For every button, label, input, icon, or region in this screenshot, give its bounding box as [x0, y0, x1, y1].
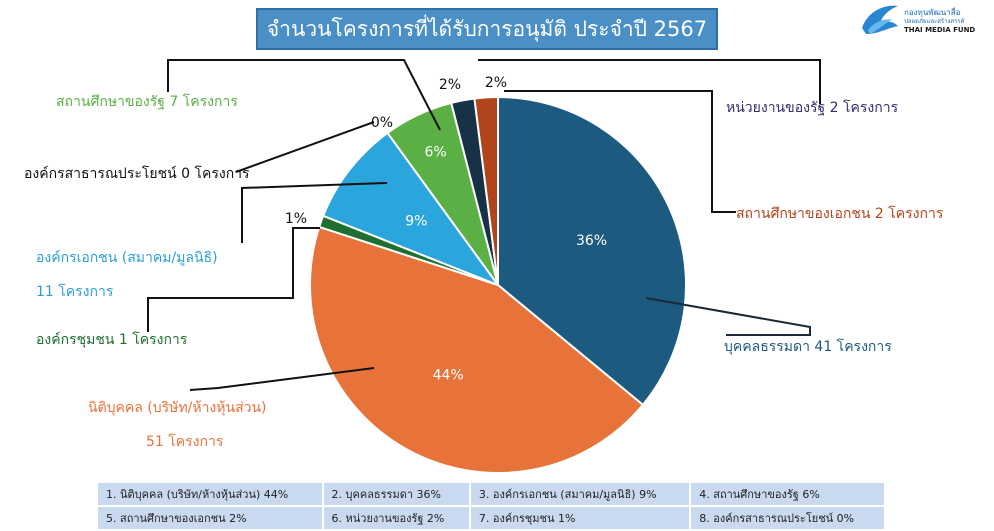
pie-chart: 36% บุคคลธรรมดา 41 โครงการ 44% นิติบุคคล (บ… — [24, 59, 944, 474]
leader-line — [147, 227, 320, 332]
leader-line — [645, 297, 811, 336]
legend-item: 3. องค์กรเอกชน (สมาคม/มูลนิธิ) 9% — [468, 481, 692, 507]
leader-line — [504, 90, 736, 213]
slice-category-label: องค์กรสาธารณประโยชน์ 0 โครงการ — [24, 165, 250, 182]
logo-line-3: THAI MEDIA FUND — [904, 26, 976, 34]
legend-row: 1. นิติบุคคล (บริษัท/ห้างหุ้นส่วน) 44% 2… — [96, 481, 886, 507]
legend-item: 4. สถานศึกษาของรัฐ 6% — [689, 481, 886, 507]
leader-line — [241, 182, 388, 243]
slice-category-label: สถานศึกษาของเอกชน 2 โครงการ — [736, 205, 944, 222]
legend-item: 1. นิติบุคคล (บริษัท/ห้างหุ้นส่วน) 44% — [96, 481, 324, 507]
legend-table: 1. นิติบุคคล (บริษัท/ห้างหุ้นส่วน) 44% 2… — [96, 481, 886, 531]
slice-category-label: สถานศึกษาของรัฐ 7 โครงการ — [56, 93, 238, 110]
slice-percent-label: 0% — [371, 115, 393, 131]
slice-percent-label: 44% — [433, 368, 464, 384]
legend-item: 5. สถานศึกษาของเอกชน 2% — [96, 505, 324, 531]
legend-item: 2. บุคคลธรรมดา 36% — [321, 481, 471, 507]
slice-percent-label: 36% — [576, 233, 607, 249]
pie-slice — [473, 95, 499, 286]
legend-item: 6. หน่วยงานของรัฐ 2% — [321, 505, 471, 531]
pie-slice — [309, 225, 645, 474]
slice-category-label: องค์กรเอกชน (สมาคม/มูลนิธิ) — [36, 249, 218, 266]
bird-logo-icon — [862, 5, 898, 34]
chart-title: จำนวนโครงการที่ได้รับการอนุมัติ ประจำปี … — [256, 8, 718, 50]
slice-percent-label: 6% — [424, 144, 446, 160]
leader-line — [478, 59, 821, 104]
slice-category-label: 51 โครงการ — [146, 433, 224, 450]
pie-slice — [497, 95, 687, 407]
legend-item: 8. องค์กรสาธารณประโยชน์ 0% — [689, 505, 886, 531]
logo-line-1: กองทุนพัฒนาสื่อ — [904, 8, 961, 17]
slice-percent-label: 1% — [285, 211, 307, 227]
leader-line — [167, 59, 441, 131]
slice-category-label: องค์กรชุมชน 1 โครงการ — [36, 331, 188, 348]
slice-category-label: หน่วยงานของรัฐ 2 โครงการ — [726, 99, 899, 116]
legend-row: 5. สถานศึกษาของเอกชน 2% 6. หน่วยงานของรั… — [96, 505, 886, 531]
leader-line — [189, 367, 375, 391]
thai-media-fund-logo: กองทุนพัฒนาสื่อ ปลอดภัยและสร้างสรรค์ THA… — [858, 0, 988, 42]
slice-category-label: นิติบุคคล (บริษัท/ห้างหุ้นส่วน) — [88, 400, 267, 416]
logo-line-2: ปลอดภัยและสร้างสรรค์ — [904, 18, 965, 25]
slice-percent-label: 2% — [439, 77, 461, 93]
slice-category-label: บุคคลธรรมดา 41 โครงการ — [724, 338, 892, 355]
pie-slice — [321, 131, 501, 288]
slice-category-label: 11 โครงการ — [36, 283, 114, 300]
slice-percent-label: 9% — [405, 214, 427, 230]
slice-percent-label: 2% — [485, 75, 507, 91]
legend-item: 7. องค์กรชุมชน 1% — [468, 505, 692, 531]
leader-line — [235, 121, 375, 173]
